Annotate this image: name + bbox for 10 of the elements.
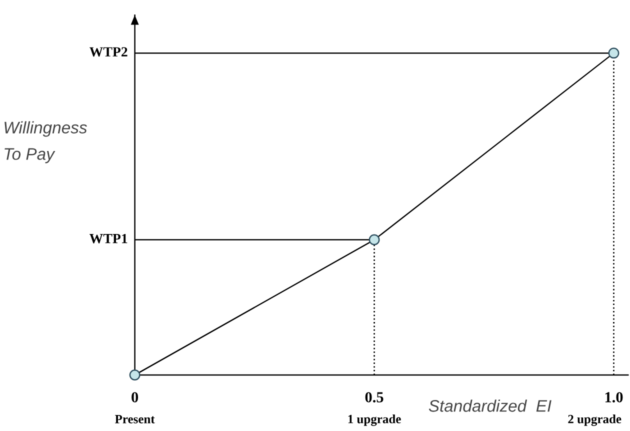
- x-tick-label: 0: [132, 392, 138, 402]
- ref-line-label: WTP2: [89, 47, 128, 57]
- ref-line-label: WTP1: [89, 234, 128, 244]
- text: 2 upgrade: [568, 414, 622, 426]
- y-axis-title: Willingness To Pay: [4, 121, 87, 164]
- text: Present: [115, 415, 155, 424]
- x-tick-label: 1.0: [605, 392, 623, 402]
- x-tick-label: 0.5: [365, 392, 384, 402]
- text: 1 upgrade: [348, 414, 401, 426]
- x-axis-title: Standardized EI: [428, 400, 552, 412]
